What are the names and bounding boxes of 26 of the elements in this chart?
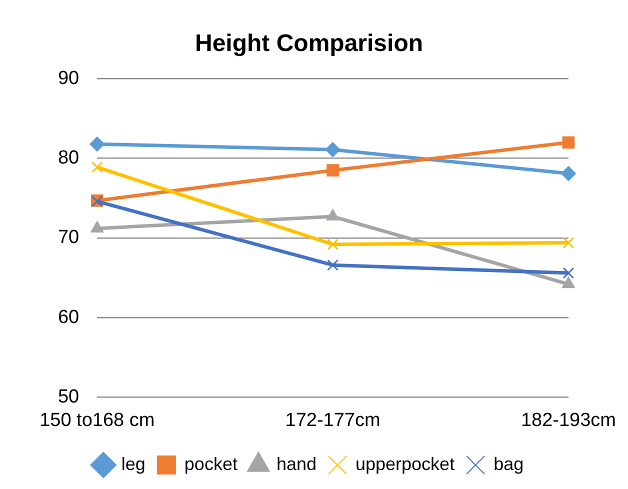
point — [90, 136, 105, 152]
x-tick-label: 182-193cm — [520, 410, 616, 431]
legend-label: hand — [276, 454, 316, 474]
legend-label: upperpocket — [355, 454, 455, 474]
point — [560, 166, 576, 182]
point — [562, 237, 574, 248]
legend-label: pocket — [184, 454, 238, 474]
y-tick-label: 90 — [58, 68, 80, 90]
point — [327, 238, 339, 250]
point — [326, 209, 340, 221]
point — [562, 136, 575, 149]
point — [325, 142, 340, 158]
legend-label: bag — [494, 454, 524, 474]
y-tick-label: 70 — [58, 227, 80, 248]
y-tick-label: 50 — [58, 386, 80, 408]
point — [562, 267, 574, 279]
y-tick-label: 60 — [58, 306, 80, 328]
legend-label: leg — [121, 454, 146, 474]
x-tick-label: 150 to168 cm — [40, 410, 155, 431]
x-tick-label: 172-177cm — [285, 410, 380, 431]
point — [326, 164, 339, 176]
point — [562, 276, 576, 288]
y-tick-label: 80 — [58, 148, 80, 169]
point — [327, 259, 339, 271]
chart-title: Height Comparision — [194, 30, 424, 58]
point — [91, 161, 103, 173]
